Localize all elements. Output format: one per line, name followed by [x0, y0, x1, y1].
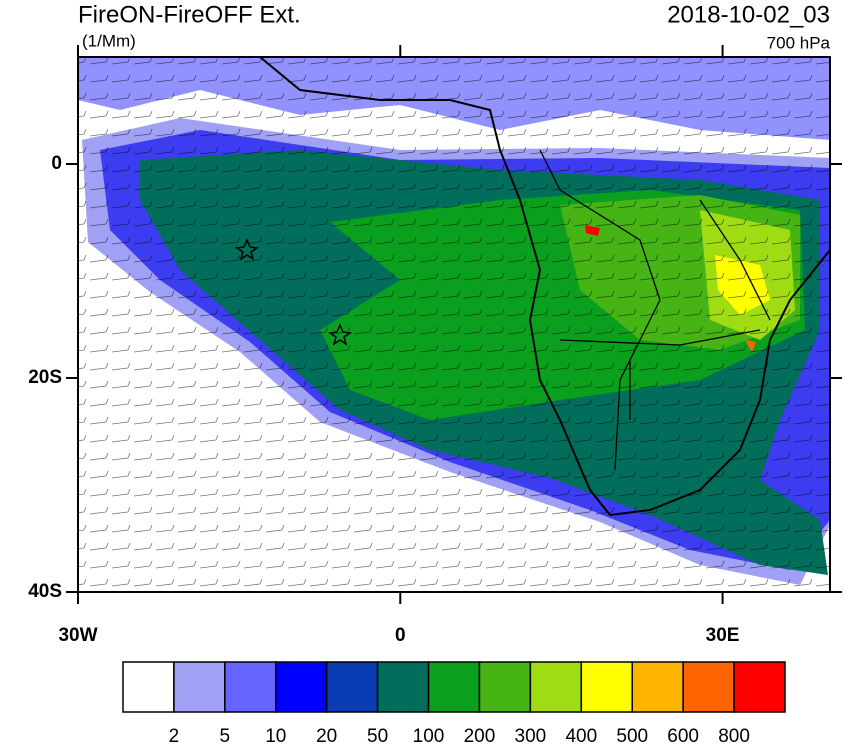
x-tick-label: 30E — [706, 625, 740, 646]
colorbar-box — [275, 661, 328, 713]
colorbar-box — [325, 661, 379, 713]
colorbar-label: 100 — [413, 726, 445, 747]
colorbar-box — [733, 661, 786, 713]
y-tick-label: 40S — [28, 581, 62, 602]
level: 700 hPa — [767, 33, 831, 52]
colorbar-box — [122, 661, 175, 713]
y-tick-label: 0 — [51, 153, 62, 174]
colorbar-box — [173, 661, 226, 713]
axes: 30W 0 30E 0 20S 40S — [28, 45, 842, 646]
colorbar-label: 50 — [367, 726, 388, 747]
colorbar-box — [529, 661, 583, 713]
colorbar-label: 5 — [220, 726, 231, 747]
colorbar-label: 200 — [464, 726, 496, 747]
colorbar-box — [224, 661, 277, 713]
units: (1/Mm) — [82, 31, 136, 50]
colorbar-box — [478, 661, 532, 713]
colorbar-label: 20 — [316, 726, 337, 747]
y-tick-label: 20S — [28, 367, 62, 388]
colorbar-box — [376, 661, 430, 713]
colorbar-label: 500 — [616, 726, 648, 747]
colorbar-box — [631, 661, 684, 713]
colorbar-label: 300 — [515, 726, 547, 747]
colorbar-label: 600 — [667, 726, 699, 747]
x-tick-label: 0 — [395, 625, 406, 646]
colorbar: 2 5 10 20 50 100 200 300 400 500 600 800 — [122, 661, 786, 747]
colorbar-box — [427, 661, 481, 713]
colorbar-label: 800 — [718, 726, 750, 747]
colorbar-label: 2 — [169, 726, 180, 747]
colorbar-box — [580, 661, 633, 713]
time: 2018-10-02_03 — [667, 1, 830, 28]
title: FireON-FireOFF Ext. — [78, 1, 301, 28]
map-field — [78, 57, 830, 592]
x-tick-label: 30W — [58, 625, 97, 646]
colorbar-label: 10 — [265, 726, 286, 747]
colorbar-box — [682, 661, 735, 713]
plot-frame — [77, 56, 831, 593]
colorbar-label: 400 — [565, 726, 597, 747]
